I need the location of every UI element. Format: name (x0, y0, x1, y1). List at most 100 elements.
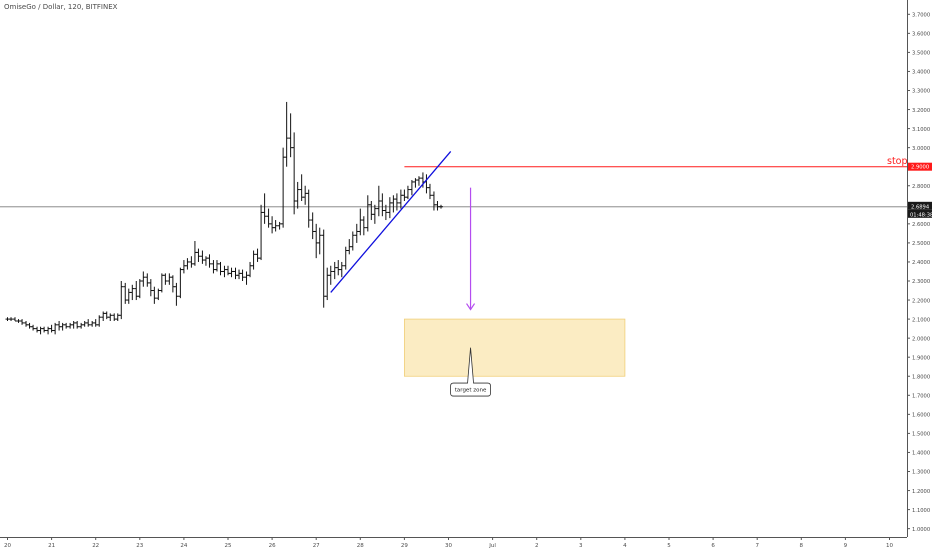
ohlc-bar (402, 189, 407, 201)
ohlc-bar (270, 216, 275, 234)
ohlc-bar (262, 193, 267, 224)
stop-price-label: 2.9000 (911, 165, 929, 171)
ohlc-bar (435, 200, 440, 211)
x-tick-label: 23 (136, 543, 143, 549)
ohlc-bar (49, 324, 54, 333)
ohlc-bar (394, 193, 399, 211)
x-tick-label: 26 (269, 543, 276, 549)
ohlc-bar (5, 317, 10, 322)
ohlc-bar (79, 322, 84, 329)
y-tick-label: 2.6000 (912, 222, 930, 228)
ohlc-bar (416, 176, 421, 186)
x-tick-label: 30 (445, 543, 452, 549)
ohlc-bar (174, 282, 179, 306)
x-tick-label: 5 (667, 543, 671, 549)
y-tick-label: 3.6000 (912, 32, 930, 38)
ohlc-bar (115, 313, 120, 322)
x-tick-label: 7 (755, 543, 759, 549)
ohlc-bar (328, 265, 333, 285)
ohlc-bar (57, 321, 62, 331)
ohlc-bar (343, 246, 348, 270)
ohlc-bar (207, 254, 212, 268)
y-tick-label: 1.2000 (912, 489, 930, 495)
y-tick-label: 1.3000 (912, 470, 930, 476)
ohlc-bar (93, 319, 98, 327)
ohlc-bar (148, 279, 153, 297)
ohlc-bar (130, 284, 135, 301)
ohlc-bar (170, 275, 175, 293)
ohlc-bar (398, 189, 403, 209)
price-axis-bg (907, 0, 932, 550)
ohlc-bar (427, 183, 432, 200)
ohlc-bars (5, 101, 444, 335)
ohlc-bar (361, 216, 366, 236)
ohlc-bar (145, 273, 150, 287)
ohlc-bar (119, 281, 124, 320)
ohlc-bar (31, 324, 36, 331)
ohlc-bar (167, 273, 172, 285)
ohlc-bar (46, 326, 51, 335)
ohlc-bar (189, 256, 194, 268)
x-tick-label: 3 (579, 543, 583, 549)
ohlc-bar (358, 208, 363, 236)
y-tick-label: 3.5000 (912, 51, 930, 57)
y-tick-label: 3.4000 (912, 70, 930, 76)
x-tick-label: 9 (844, 543, 848, 549)
ohlc-bar (376, 185, 381, 217)
ohlc-bar (281, 147, 286, 228)
x-tick-label: 8 (800, 543, 804, 549)
y-tick-label: 2.8000 (912, 184, 930, 190)
ohlc-bar (424, 174, 429, 194)
ohlc-bar (317, 227, 322, 255)
y-tick-label: 2.2000 (912, 298, 930, 304)
y-tick-label: 3.2000 (912, 108, 930, 114)
ohlc-bar (303, 185, 308, 205)
ohlc-bar (53, 322, 58, 335)
ohlc-bar (299, 174, 304, 201)
ohlc-bar (101, 311, 106, 322)
ohlc-bar (192, 240, 197, 266)
ohlc-bar (20, 319, 25, 325)
y-tick-label: 1.1000 (912, 508, 930, 514)
ohlc-bar (288, 113, 293, 158)
down-arrow-head (466, 303, 476, 311)
ohlc-bar (97, 315, 102, 327)
ohlc-bar (255, 248, 260, 262)
ohlc-bar (314, 223, 319, 259)
x-tick-label: 29 (401, 543, 408, 549)
countdown-badge (908, 209, 932, 218)
drawing-layer: stop target zone (330, 151, 908, 397)
ohlc-bar (431, 191, 436, 211)
y-tick-label: 3.1000 (912, 127, 930, 133)
price-axis: 3.7000 3.6000 3.5000 3.4000 3.3000 3.2000 3.10… (907, 0, 932, 550)
ohlc-bar (354, 223, 359, 243)
ohlc-bar (350, 231, 355, 251)
ohlc-bar (203, 256, 208, 266)
x-tick-label: 27 (313, 543, 320, 549)
x-tick-label: 2 (535, 543, 539, 549)
y-tick-label: 1.8000 (912, 374, 930, 380)
time-axis: 20 21 22 23 24 25 26 27 28 29 30 Jul 2 3 4 5 6 7 8 9 10 (0, 537, 907, 549)
x-tick-label: 20 (4, 543, 11, 549)
ohlc-bar (306, 189, 311, 228)
ohlc-bar (387, 197, 392, 219)
ohlc-bar (211, 260, 216, 274)
ohlc-bar (273, 220, 278, 232)
ohlc-bar (60, 322, 65, 331)
ohlc-bar (214, 260, 219, 272)
ohlc-bar (35, 326, 40, 333)
ohlc-bar (336, 260, 341, 276)
ohlc-bar (71, 321, 76, 329)
y-tick-label: 3.3000 (912, 89, 930, 95)
ohlc-bar (248, 261, 253, 278)
ohlc-bar (226, 265, 230, 276)
ohlc-bar (292, 132, 297, 215)
ohlc-bar (38, 326, 43, 335)
ohlc-bar (251, 250, 256, 270)
target-zone (403, 318, 626, 377)
y-tick-label: 1.9000 (912, 355, 930, 361)
target-callout-label: target zone (455, 388, 487, 394)
ohlc-bar (295, 181, 300, 209)
ohlc-bar (152, 286, 157, 304)
